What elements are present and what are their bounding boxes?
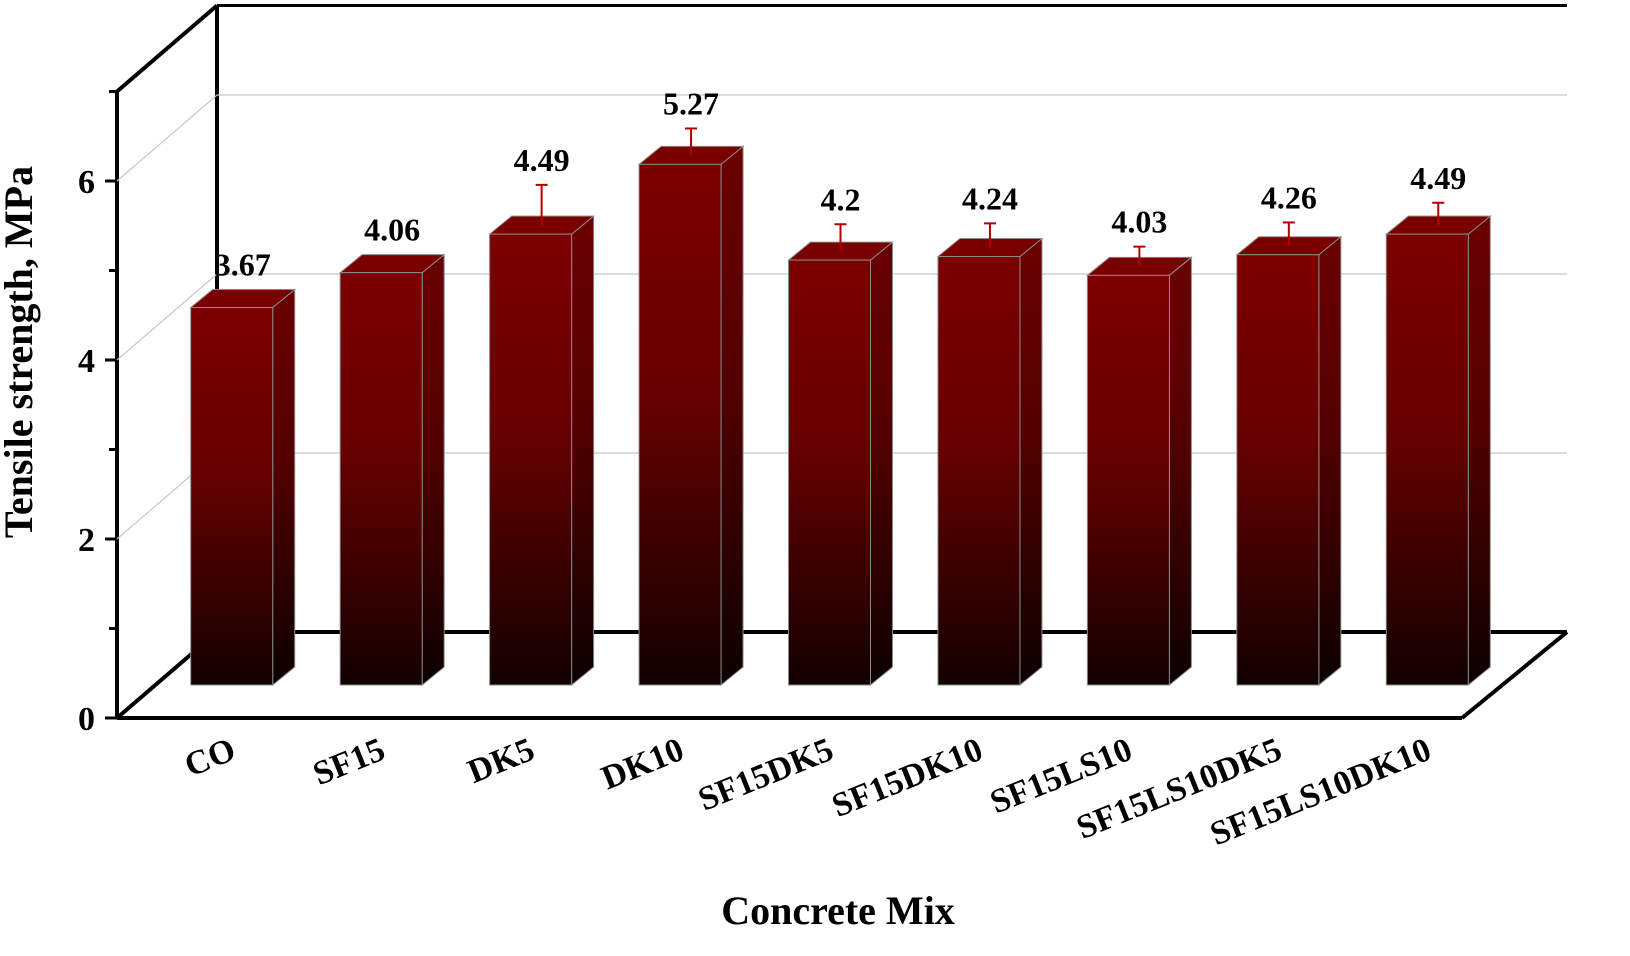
bar	[788, 259, 871, 686]
bar-side	[1467, 215, 1491, 687]
error-bars	[535, 127, 1445, 267]
bar-side	[272, 288, 296, 687]
x-tick-label: DK5	[463, 731, 540, 791]
bar-side	[720, 145, 744, 687]
bar	[937, 256, 1021, 686]
bar-side	[1168, 256, 1192, 687]
y-tick-label: 0	[78, 701, 95, 738]
x-axis-title: Concrete Mix	[721, 888, 955, 933]
bar-side	[571, 215, 595, 687]
grid-side-line	[116, 94, 218, 182]
bar	[339, 272, 423, 686]
bar	[190, 307, 274, 686]
bar	[638, 163, 722, 686]
bar	[489, 233, 573, 686]
data-label: 4.03	[1111, 204, 1167, 240]
y-tick-label: 6	[78, 164, 95, 201]
data-label: 4.2	[821, 181, 861, 217]
bar-side	[870, 241, 893, 687]
y-axis-title: Tensile strength, MPa	[0, 166, 41, 538]
x-tick-label: SF15	[308, 731, 390, 793]
y-tick-label: 2	[78, 522, 95, 559]
data-label: 3.67	[215, 247, 271, 283]
floor-right-edge	[1460, 630, 1569, 720]
data-label: 5.27	[663, 85, 719, 121]
bars	[189, 145, 1492, 687]
x-tick-label: CO	[180, 731, 241, 784]
y-tick-label: 4	[78, 343, 95, 380]
x-tick-label: SF15DK10	[827, 731, 988, 825]
data-label: 4.06	[364, 212, 420, 248]
bar	[1236, 254, 1320, 686]
data-label: 4.24	[962, 180, 1018, 216]
x-tick-label: DK10	[596, 731, 689, 797]
bar-side	[1318, 235, 1342, 687]
data-label: 4.49	[514, 142, 570, 178]
bar-side	[421, 253, 445, 687]
data-label: 4.26	[1261, 179, 1317, 215]
data-label: 4.49	[1410, 160, 1466, 196]
grid-side-line	[116, 273, 218, 361]
bar-side	[1019, 237, 1043, 687]
bar	[1385, 233, 1469, 686]
bar	[1086, 274, 1170, 686]
left-side-top-edge	[115, 3, 219, 94]
x-tick-label: SF15DK5	[693, 731, 838, 818]
